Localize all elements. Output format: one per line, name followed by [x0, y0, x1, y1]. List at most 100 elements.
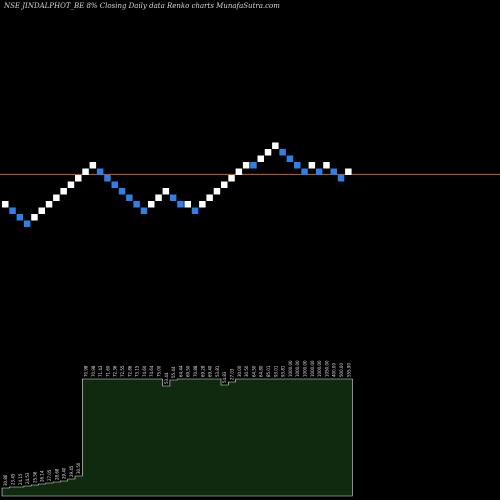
volume-label: 400.00	[332, 363, 337, 377]
volume-label: 69.50	[186, 365, 191, 377]
renko-brick-up	[162, 188, 170, 195]
volume-label: 1000.00	[288, 360, 293, 377]
volume-label: 93.01	[273, 365, 278, 377]
renko-brick-down	[337, 175, 345, 182]
renko-brick-up	[242, 162, 250, 169]
renko-brick-up	[89, 162, 97, 169]
volume-label: 25.56	[32, 471, 37, 483]
renko-brick-down	[104, 175, 111, 182]
renko-brick-down	[294, 162, 301, 169]
volume-label: 72.86	[127, 365, 132, 377]
volume-label: 30.00	[237, 365, 242, 377]
volume-label: 70.88	[193, 365, 198, 377]
volume-label: 69.40	[208, 365, 213, 377]
volume-label: 74.64	[149, 365, 154, 377]
volume-label: 74.60	[142, 365, 147, 377]
volume-label: 555.90	[346, 363, 351, 377]
renko-brick-up	[206, 194, 213, 201]
volume-label: 53.81	[215, 365, 220, 377]
renko-brick-up	[148, 201, 155, 208]
volume-label: 27.03	[229, 368, 234, 380]
volume-label: 75.00	[156, 365, 161, 377]
renko-brick-up	[82, 168, 89, 175]
volume-label: 70.98	[83, 365, 88, 377]
volume-label: 30.50	[244, 365, 249, 377]
volume-label: 53.44	[164, 372, 169, 384]
volume-label: 70.98	[91, 365, 96, 377]
renko-brick-down	[96, 168, 104, 175]
volume-label: 30.86	[3, 474, 8, 486]
volume-label: 64.44	[178, 365, 183, 377]
renko-brick-down	[301, 168, 308, 175]
volume-label: 29.45	[69, 465, 74, 477]
renko-brick-up	[308, 162, 316, 169]
volume-label: 72.36	[113, 365, 118, 377]
volume-label: 30.50	[76, 462, 81, 474]
renko-brick-up	[323, 162, 330, 169]
renko-brick-down	[286, 155, 294, 162]
renko-brick-down	[330, 168, 337, 175]
renko-brick-up	[60, 188, 67, 195]
volume-label: 73.15	[135, 365, 140, 377]
volume-area	[1, 378, 353, 497]
volume-label: 69.28	[200, 365, 205, 377]
renko-brick-down	[279, 149, 286, 156]
renko-brick-down	[118, 188, 126, 195]
volume-label: 85.01	[266, 365, 271, 377]
volume-label: 55.44	[171, 366, 176, 378]
renko-brick-up	[155, 194, 162, 201]
renko-brick-down	[140, 207, 148, 214]
renko-brick-up	[2, 201, 9, 208]
renko-brick-up	[221, 181, 228, 188]
volume-label: 1050.00	[324, 360, 329, 377]
volume-labels: 30.86 23.45 24.15 24.53 25.56 26.14 27.05 28.68…	[3, 360, 351, 486]
renko-brick-up	[235, 168, 243, 175]
renko-brick-up	[228, 175, 235, 182]
renko-brick-down	[191, 207, 199, 214]
renko-brick-up	[38, 207, 45, 214]
renko-brick-up	[67, 181, 75, 188]
renko-brick-down	[177, 201, 184, 208]
volume-label: 72.55	[120, 365, 125, 377]
renko-brick-up	[45, 201, 53, 208]
renko-brick-down	[133, 201, 140, 208]
renko-brick-up	[184, 201, 191, 208]
volume-label: 28.68	[54, 468, 59, 480]
volume-label: 1000.00	[295, 360, 300, 377]
volume-label: 23.45	[10, 473, 15, 485]
renko-brick-up	[213, 188, 221, 195]
renko-brick-up	[272, 142, 279, 149]
volume-label: 27.05	[47, 469, 52, 481]
chart-title: NSE JINDALPHOT_BE 8% Closing Daily data …	[4, 2, 280, 10]
volume-label: 64.50	[251, 365, 256, 377]
renko-brick-up	[257, 155, 264, 162]
renko-brick-down	[9, 207, 16, 214]
brick-series	[2, 142, 352, 227]
volume-label: 1000.00	[310, 360, 315, 377]
renko-brick-down	[16, 214, 24, 221]
volume-label: 24.53	[25, 472, 30, 484]
renko-brick-up	[345, 168, 352, 175]
renko-brick-up	[31, 214, 38, 221]
renko-brick-down	[169, 194, 177, 201]
volume-label: 1000.00	[302, 360, 307, 377]
volume-label: 1000.00	[317, 360, 322, 377]
renko-brick-down	[126, 194, 133, 201]
renko-brick-up	[199, 201, 206, 208]
renko-brick-down	[111, 181, 118, 188]
renko-brick-up	[264, 149, 272, 156]
volume-label: 64.80	[259, 365, 264, 377]
volume-label: 93.81	[281, 365, 286, 377]
renko-brick-down	[315, 168, 323, 175]
volume-label: 29.40	[62, 467, 67, 479]
renko-brick-up	[53, 194, 60, 201]
volume-label: 71.60	[105, 365, 110, 377]
renko-brick-down	[23, 220, 31, 227]
renko-brick-up	[75, 175, 82, 182]
volume-label: 24.15	[18, 473, 23, 485]
volume-label: 71.43	[98, 365, 103, 377]
volume-label: 500.00	[339, 363, 344, 377]
renko-brick-down	[250, 162, 257, 169]
